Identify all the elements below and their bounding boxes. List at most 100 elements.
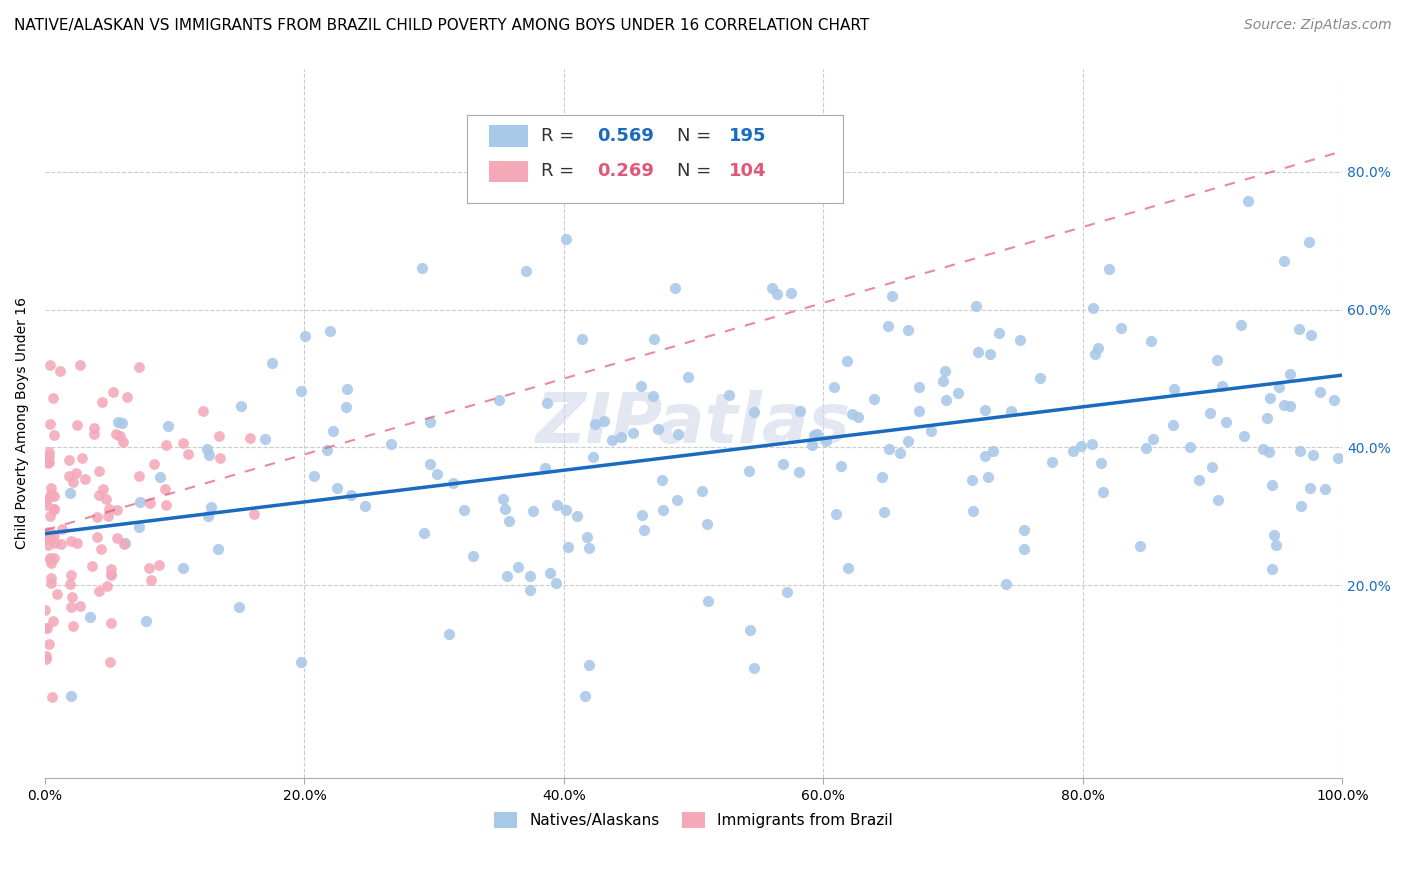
Point [87,488,110,502]
Point [59,567,82,582]
Point [1289,444,1312,458]
Point [555,232,578,246]
Point [932,374,955,388]
Point [1178,440,1201,454]
Point [1257,445,1279,459]
Y-axis label: Child Poverty Among Boys Under 16: Child Poverty Among Boys Under 16 [15,297,30,549]
Point [742,661,765,675]
Point [38,531,60,545]
Point [142,458,165,472]
Point [1263,528,1285,542]
Point [877,442,900,456]
Point [1215,415,1237,429]
Point [830,459,852,474]
Point [498,514,520,528]
Point [139,496,162,510]
Point [114,536,136,550]
Point [835,354,858,368]
Point [643,332,665,346]
Point [37,533,59,547]
Point [51,522,73,536]
Point [96,579,118,593]
Point [103,385,125,400]
Point [34,494,56,508]
Point [90,541,112,556]
Point [787,465,810,479]
Point [1237,194,1260,208]
Point [34,621,56,635]
Point [1109,321,1132,335]
Point [967,345,990,359]
Point [339,488,361,502]
Point [1233,429,1256,443]
Point [290,655,312,669]
Point [652,502,675,516]
Point [105,427,128,442]
Point [254,433,277,447]
Point [38,450,60,464]
Text: 195: 195 [728,127,766,145]
Point [59,689,82,703]
Point [1261,478,1284,492]
Point [322,424,344,438]
Point [79,609,101,624]
Point [239,431,262,445]
Point [1012,541,1035,556]
Point [567,508,589,523]
Point [111,417,134,431]
Point [42,391,65,405]
Point [1163,382,1185,396]
Point [571,332,593,346]
Point [86,531,108,545]
Point [39,576,62,591]
Point [1264,538,1286,552]
Point [42,427,65,442]
Point [439,626,461,640]
Point [974,450,997,464]
Point [1062,443,1084,458]
Point [39,556,62,570]
Point [1258,391,1281,405]
Point [441,475,464,490]
Point [58,453,80,467]
Point [979,347,1001,361]
Point [195,442,218,457]
Point [139,573,162,587]
Point [824,507,846,521]
Point [172,561,194,575]
Point [630,508,652,522]
Point [243,507,266,521]
Point [39,526,62,541]
Point [1211,378,1233,392]
Text: 104: 104 [728,162,766,180]
Point [149,469,172,483]
Point [1070,439,1092,453]
Point [1288,322,1310,336]
Point [600,433,623,447]
Point [1090,456,1112,470]
Text: NATIVE/ALASKAN VS IMMIGRANTS FROM BRAZIL CHILD POVERTY AMONG BOYS UNDER 16 CORRE: NATIVE/ALASKAN VS IMMIGRANTS FROM BRAZIL… [14,18,869,33]
Point [70,450,93,465]
Point [544,576,567,591]
Text: Source: ZipAtlas.com: Source: ZipAtlas.com [1244,18,1392,32]
Point [114,537,136,551]
Point [38,551,60,566]
Point [197,508,219,523]
Point [1313,482,1336,496]
Point [38,455,60,469]
Point [800,438,823,452]
Point [39,571,62,585]
Point [1206,353,1229,368]
Point [42,501,65,516]
Point [335,400,357,414]
Point [86,510,108,524]
Point [58,469,80,483]
Point [96,492,118,507]
Point [863,392,886,406]
Point [1279,367,1302,381]
Point [411,261,433,276]
Point [647,422,669,436]
Point [907,380,929,394]
Point [1098,261,1121,276]
Point [610,430,633,444]
